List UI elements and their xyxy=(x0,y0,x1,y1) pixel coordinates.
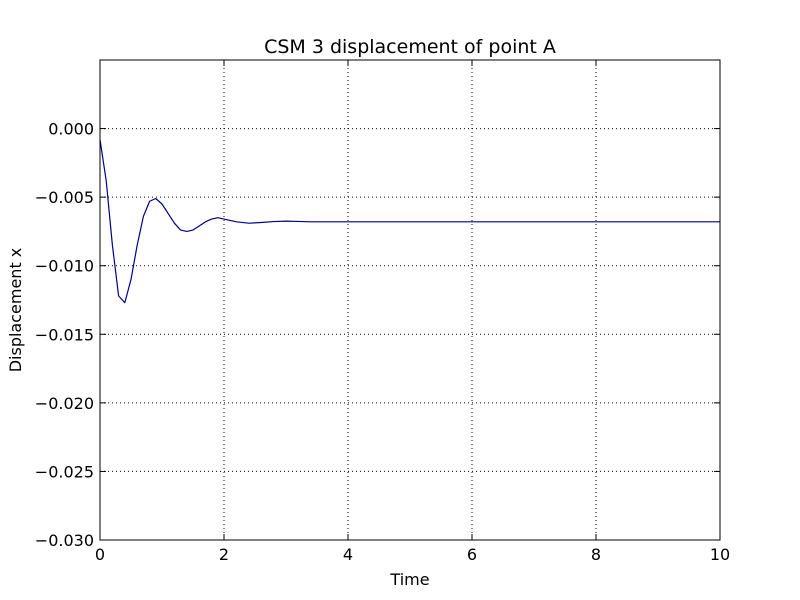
plot-frame xyxy=(99,59,721,541)
x-tick-label: 10 xyxy=(710,545,730,564)
series-layer xyxy=(99,139,720,304)
x-axis-title: Time xyxy=(389,570,429,589)
y-tick-label: −0.010 xyxy=(35,257,94,276)
series-line xyxy=(99,139,720,304)
y-axis-tick-labels: 0.000 −0.005 −0.010 −0.015 −0.020 −0.025 −0.03… xyxy=(35,120,94,550)
y-tick-label: −0.015 xyxy=(35,325,94,344)
x-tick-label: 4 xyxy=(343,545,353,564)
x-tick-label: 0 xyxy=(95,545,105,564)
y-tick-label: −0.005 xyxy=(35,188,94,207)
x-tick-label: 6 xyxy=(467,545,477,564)
grid-lines xyxy=(100,60,720,540)
y-tick-label: −0.020 xyxy=(35,394,94,413)
x-axis-tick-labels: 0 2 4 6 8 10 xyxy=(95,545,730,564)
axis-ticks xyxy=(99,60,721,541)
x-tick-label: 2 xyxy=(219,545,229,564)
y-axis-title: Displacement x xyxy=(6,248,25,373)
y-tick-label: 0.000 xyxy=(48,120,94,139)
x-tick-label: 8 xyxy=(591,545,601,564)
y-tick-label: −0.030 xyxy=(35,531,94,550)
chart-title: CSM 3 displacement of point A xyxy=(264,36,556,58)
y-tick-label: −0.025 xyxy=(35,462,94,481)
